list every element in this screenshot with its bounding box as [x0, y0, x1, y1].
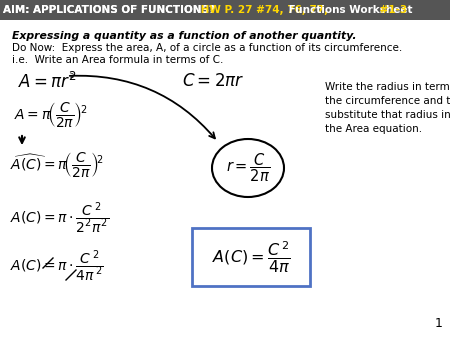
Bar	[0, 0, 450, 20]
FancyBboxPatch shape	[192, 228, 310, 286]
Text: AIM: APPLICATIONS OF FUNCTIONS?: AIM: APPLICATIONS OF FUNCTIONS?	[3, 5, 215, 15]
Text: #1-3: #1-3	[376, 5, 407, 15]
Text: Functions Worksheet: Functions Worksheet	[285, 5, 413, 15]
FancyArrowPatch shape	[70, 76, 215, 138]
Text: AIM: APPLICATIONS OF FUNCTIONS?: AIM: APPLICATIONS OF FUNCTIONS?	[3, 5, 215, 15]
Text: Expressing a quantity as a function of another quantity.: Expressing a quantity as a function of a…	[12, 31, 356, 41]
Text: $A = \pi\!\left(\dfrac{C}{2\pi}\right)^{\!2}$: $A = \pi\!\left(\dfrac{C}{2\pi}\right)^{…	[14, 100, 88, 129]
Text: $A(C) = \dfrac{C^{\,2}}{4\pi}$: $A(C) = \dfrac{C^{\,2}}{4\pi}$	[212, 239, 290, 275]
Text: $C = 2\pi r$: $C = 2\pi r$	[182, 72, 244, 90]
Text: Do Now:  Express the area, A, of a circle as a function of its circumference.: Do Now: Express the area, A, of a circle…	[12, 43, 402, 53]
Text: Write the radius in terms of
the circumference and then
substitute that radius i: Write the radius in terms of the circumf…	[325, 82, 450, 134]
Ellipse shape	[212, 139, 284, 197]
Text: i.e.  Write an Area formula in terms of C.: i.e. Write an Area formula in terms of C…	[12, 55, 223, 65]
Text: 1: 1	[435, 317, 443, 330]
Text: $A(C) = \pi\cdot\dfrac{C^{\,2}}{2^2\pi^2}$: $A(C) = \pi\cdot\dfrac{C^{\,2}}{2^2\pi^2…	[10, 200, 109, 236]
Text: AIM: APPLICATIONS OF FUNCTIONS? HW P. 27 #74, 76, 77,: AIM: APPLICATIONS OF FUNCTIONS? HW P. 27…	[3, 5, 346, 15]
Text: $r = \dfrac{C}{2\pi}$: $r = \dfrac{C}{2\pi}$	[226, 152, 270, 184]
Text: HW P. 27 #74, 76, 77,: HW P. 27 #74, 76, 77,	[197, 5, 328, 15]
Text: $^2$: $^2$	[69, 73, 75, 83]
Text: $A(C) = \pi\cdot\dfrac{C^{\,2}}{4\pi^{\,2}}$: $A(C) = \pi\cdot\dfrac{C^{\,2}}{4\pi^{\,…	[10, 248, 104, 284]
Text: $A = \pi r^2$: $A = \pi r^2$	[18, 72, 76, 92]
Text: $\widehat{A(C)} = \pi\!\left(\dfrac{C}{2\pi}\right)^{\!2}$: $\widehat{A(C)} = \pi\!\left(\dfrac{C}{2…	[10, 150, 104, 179]
